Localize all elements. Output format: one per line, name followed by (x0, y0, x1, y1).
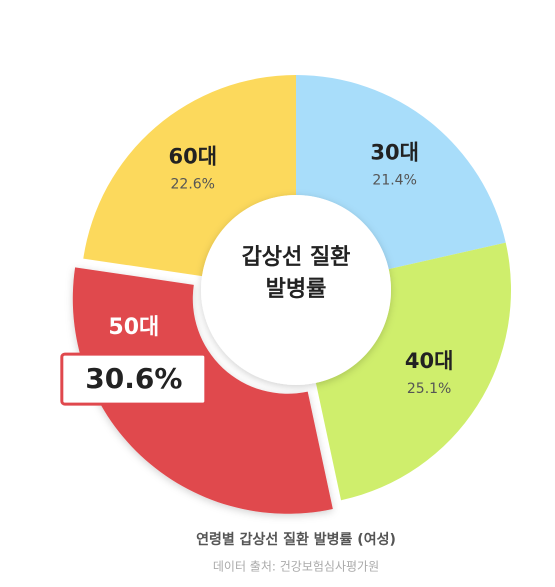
category-label: 50대 (108, 315, 159, 340)
donut-hole (201, 195, 391, 385)
value-box (60, 352, 208, 406)
category-label: 60대 (168, 144, 217, 168)
category-label: 40대 (405, 349, 454, 373)
caption: 연령별 갑상선 질환 발병률 (여성) (196, 531, 396, 548)
source: 데이터 출처: 건강보험심사평가원 (213, 560, 379, 574)
slice (296, 75, 506, 270)
value-label: 21.4% (372, 173, 416, 189)
center-text: 발병률 (266, 277, 327, 302)
category-label: 30대 (370, 141, 419, 165)
slice (315, 242, 511, 501)
value-label: 25.1% (407, 381, 451, 397)
slice (83, 74, 297, 277)
center-text: 갑상선 질환 (242, 245, 351, 270)
value-label: 22.6% (171, 176, 215, 192)
value-label: 30.6% (85, 362, 182, 395)
